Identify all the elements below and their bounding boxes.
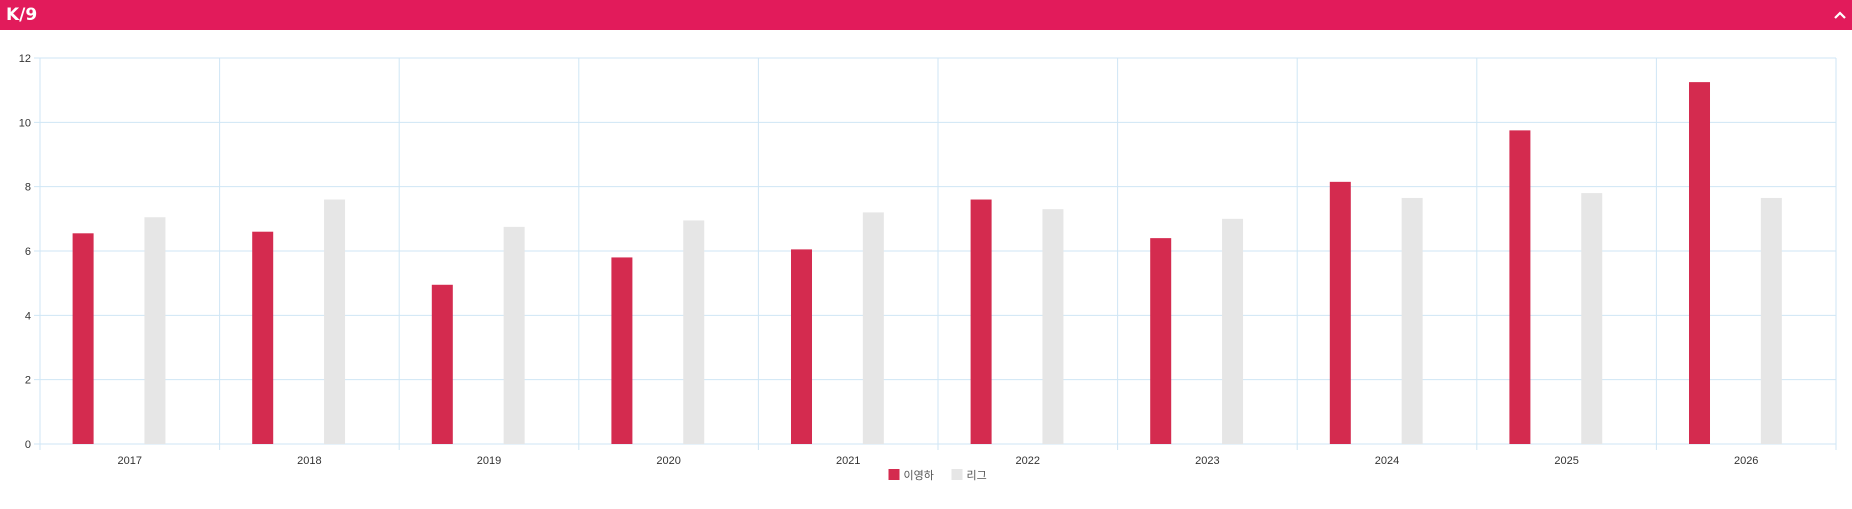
bar-player-2022[interactable] xyxy=(970,199,992,444)
bar-league-2020[interactable] xyxy=(683,220,705,444)
bar-league-2024[interactable] xyxy=(1401,197,1423,444)
bar-chart: 0 2 4 6 8 10 12 2017 2018 2019 2020 2021 2022 2023 202… xyxy=(19,53,1837,482)
bar-player-2019[interactable] xyxy=(431,284,453,444)
x-tick-label: 2026 xyxy=(1734,455,1758,467)
y-tick-label: 2 xyxy=(25,375,31,387)
chevron-up-icon[interactable] xyxy=(1830,4,1850,26)
bar-player-2026[interactable] xyxy=(1689,82,1711,444)
x-tick-label: 2024 xyxy=(1375,455,1399,467)
y-tick-label: 8 xyxy=(25,182,31,194)
bar-league-2019[interactable] xyxy=(503,226,525,444)
legend-swatch[interactable] xyxy=(888,469,900,480)
y-tick-label: 0 xyxy=(25,439,31,451)
bar-player-2018[interactable] xyxy=(252,231,274,444)
panel-title: K/9 xyxy=(6,5,38,25)
x-tick-label: 2020 xyxy=(656,455,680,467)
x-tick-label: 2018 xyxy=(297,455,321,467)
legend-swatch[interactable] xyxy=(951,469,963,480)
bar-player-2025[interactable] xyxy=(1509,130,1531,444)
chart-area: 0 2 4 6 8 10 12 2017 2018 2019 2020 2021 2022 2023 202… xyxy=(0,30,1852,504)
bar-league-2021[interactable] xyxy=(862,212,884,444)
legend-label[interactable]: 리그 xyxy=(967,469,987,482)
bar-player-2023[interactable] xyxy=(1150,238,1172,444)
bar-league-2026[interactable] xyxy=(1760,197,1782,444)
bar-player-2017[interactable] xyxy=(72,233,94,444)
x-tick-label: 2022 xyxy=(1016,455,1040,467)
y-tick-label: 10 xyxy=(19,117,31,129)
bar-league-2025[interactable] xyxy=(1581,193,1603,444)
panel-header: K/9 xyxy=(0,0,1852,30)
y-tick-label: 6 xyxy=(25,246,31,258)
x-tick-label: 2025 xyxy=(1554,455,1578,467)
x-tick-label: 2017 xyxy=(118,455,142,467)
bar-player-2020[interactable] xyxy=(611,257,633,444)
bar-league-2017[interactable] xyxy=(144,217,166,444)
x-tick-label: 2023 xyxy=(1195,455,1219,467)
x-tick-label: 2019 xyxy=(477,455,501,467)
bar-league-2018[interactable] xyxy=(324,199,346,444)
y-tick-label: 12 xyxy=(19,53,31,65)
bar-league-2022[interactable] xyxy=(1042,209,1064,444)
x-tick-label: 2021 xyxy=(836,455,860,467)
bar-player-2024[interactable] xyxy=(1329,181,1351,444)
y-tick-label: 4 xyxy=(25,310,31,322)
legend-label[interactable]: 이영하 xyxy=(904,468,934,482)
bar-league-2023[interactable] xyxy=(1222,218,1244,444)
bar-player-2021[interactable] xyxy=(791,249,813,444)
